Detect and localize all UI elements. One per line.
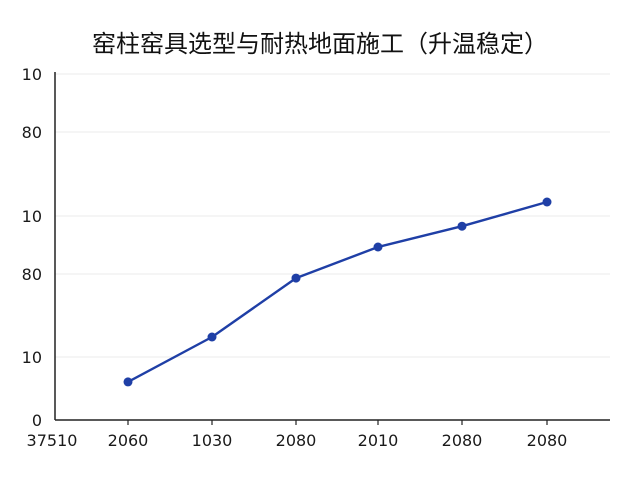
data-point <box>457 221 467 231</box>
data-point <box>207 332 217 342</box>
x-tick-label: 2080 <box>442 431 483 450</box>
x-tick-label: 2080 <box>527 431 568 450</box>
data-point <box>542 197 552 207</box>
data-point <box>123 377 133 387</box>
y-tick-label: 10 <box>22 348 42 367</box>
series-line <box>127 200 548 383</box>
x-tick-label: 2010 <box>358 431 399 450</box>
y-tick-label: 10 <box>22 207 42 226</box>
x-corner-label: 37510 <box>27 431 78 450</box>
chart-title: 窑柱窑具选型与耐热地面施工（升温稳定） <box>92 30 548 58</box>
y-tick-label: 10 <box>22 65 42 84</box>
y-tick-label: 80 <box>22 265 42 284</box>
data-point <box>291 273 301 283</box>
data-point <box>373 242 383 252</box>
x-tick-label: 1030 <box>192 431 233 450</box>
x-tick-label: 2080 <box>276 431 317 450</box>
y-tick-label: 80 <box>22 123 42 142</box>
y-tick-label: 0 <box>32 411 42 430</box>
x-tick-label: 2060 <box>108 431 149 450</box>
